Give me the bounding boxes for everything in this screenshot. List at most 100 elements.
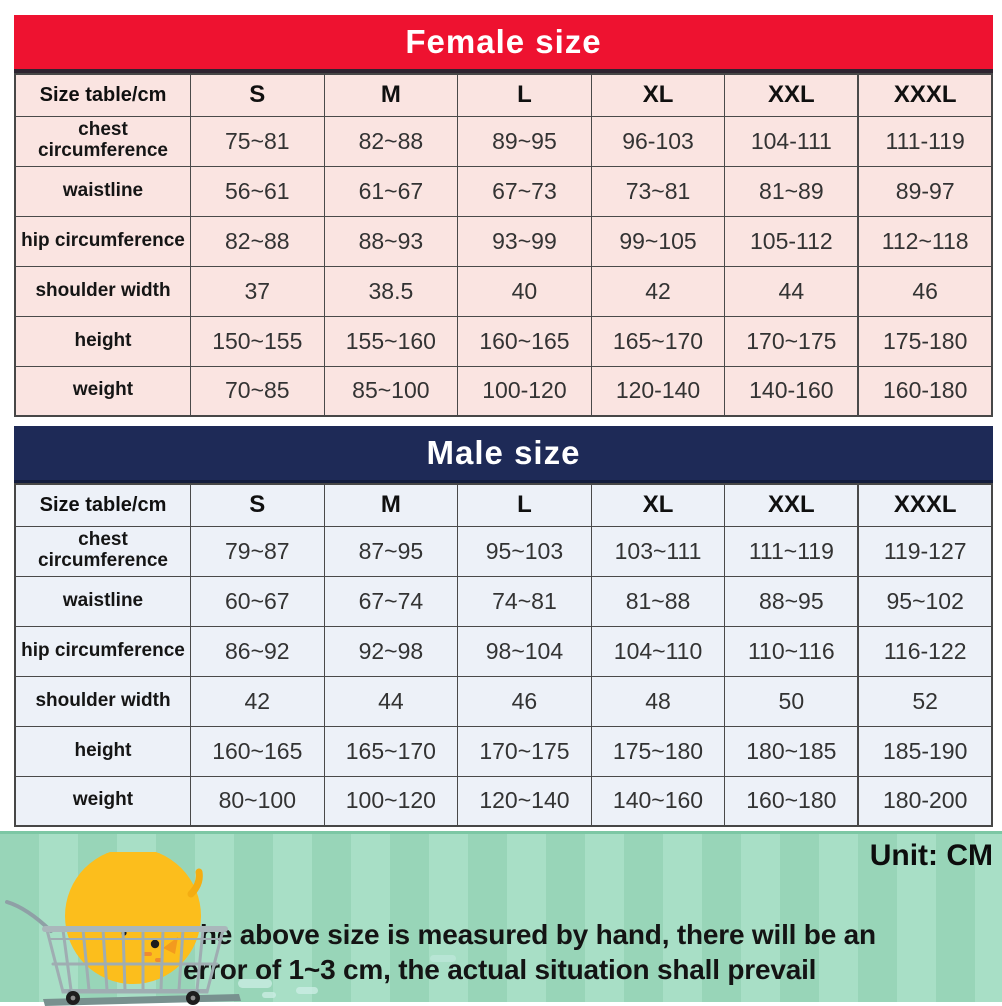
size-value-cell: 60~67 <box>190 575 325 627</box>
water-sparkle <box>262 992 276 998</box>
measurement-row-label: shoulder width <box>14 675 191 727</box>
male-size-title: Male size <box>426 434 581 471</box>
size-value-cell: 82~88 <box>323 115 459 167</box>
measurement-row-label: height <box>14 315 191 367</box>
measurement-row-label: chest circumference <box>14 525 191 577</box>
size-value-cell: 44 <box>323 675 459 727</box>
shopping-cart-with-chick-icon <box>5 852 241 1006</box>
size-value-cell: 74~81 <box>457 575 592 627</box>
size-value-cell: 38.5 <box>323 265 459 317</box>
size-value-cell: 89-97 <box>857 165 993 217</box>
size-value-cell: 160-180 <box>857 365 993 417</box>
size-value-cell: 119-127 <box>857 525 993 577</box>
size-value-cell: 37 <box>190 265 325 317</box>
size-column-header: XXL <box>724 483 859 527</box>
female-size-title: Female size <box>405 23 602 60</box>
measurement-row-label: shoulder width <box>14 265 191 317</box>
size-column-header: L <box>457 483 592 527</box>
size-value-cell: 120~140 <box>457 775 592 827</box>
size-column-header: XXL <box>724 73 859 117</box>
size-value-cell: 180-200 <box>857 775 993 827</box>
measurement-row-label: waistline <box>14 165 191 217</box>
size-value-cell: 48 <box>590 675 726 727</box>
size-column-header: S <box>190 483 325 527</box>
size-value-cell: 95~102 <box>857 575 993 627</box>
size-value-cell: 120-140 <box>590 365 726 417</box>
size-value-cell: 105-112 <box>724 215 859 267</box>
measurement-row-label: chest circumference <box>14 115 191 167</box>
size-value-cell: 103~111 <box>590 525 726 577</box>
size-value-cell: 46 <box>457 675 592 727</box>
measurement-note: The above size is measured by hand, ther… <box>183 917 876 987</box>
water-sparkle <box>430 955 456 962</box>
size-value-cell: 160~165 <box>457 315 592 367</box>
size-value-cell: 89~95 <box>457 115 592 167</box>
size-value-cell: 86~92 <box>190 625 325 677</box>
size-value-cell: 87~95 <box>323 525 459 577</box>
size-value-cell: 88~93 <box>323 215 459 267</box>
size-column-header: M <box>323 483 459 527</box>
size-value-cell: 85~100 <box>323 365 459 417</box>
size-value-cell: 170~175 <box>457 725 592 777</box>
size-value-cell: 175-180 <box>857 315 993 367</box>
size-value-cell: 95~103 <box>457 525 592 577</box>
size-value-cell: 75~81 <box>190 115 325 167</box>
size-value-cell: 111~119 <box>724 525 859 577</box>
size-value-cell: 67~74 <box>323 575 459 627</box>
size-value-cell: 140-160 <box>724 365 859 417</box>
female-size-table: Size table/cm S M L XL XXL XXXL chest circumfer… <box>14 73 993 417</box>
size-value-cell: 180~185 <box>724 725 859 777</box>
size-value-cell: 67~73 <box>457 165 592 217</box>
size-column-header: XL <box>590 483 726 527</box>
measurement-row-label: weight <box>14 365 191 417</box>
size-value-cell: 79~87 <box>190 525 325 577</box>
size-value-cell: 82~88 <box>190 215 325 267</box>
size-value-cell: 52 <box>857 675 993 727</box>
measurement-row-label: weight <box>14 775 191 827</box>
size-column-header: M <box>323 73 459 117</box>
measurement-row-label: height <box>14 725 191 777</box>
measurement-note-line2: error of 1~3 cm, the actual situation sh… <box>183 954 817 985</box>
size-value-cell: 80~100 <box>190 775 325 827</box>
size-value-cell: 116-122 <box>857 625 993 677</box>
size-value-cell: 110~116 <box>724 625 859 677</box>
measurement-row-label: hip circumference <box>14 625 191 677</box>
tables-area: Female size Size table/cm S M L XL XXL XXXL che… <box>14 15 993 827</box>
water-sparkle <box>238 979 272 988</box>
size-value-cell: 42 <box>190 675 325 727</box>
size-value-cell: 165~170 <box>323 725 459 777</box>
size-value-cell: 100-120 <box>457 365 592 417</box>
size-value-cell: 96-103 <box>590 115 726 167</box>
footer-banner: Unit: CM The above size is measured by h… <box>0 831 1002 1006</box>
size-value-cell: 81~88 <box>590 575 726 627</box>
male-size-table: Size table/cm S M L XL XXL XXXL chest circumfer… <box>14 483 993 827</box>
size-column-header: XXXL <box>857 483 993 527</box>
size-value-cell: 99~105 <box>590 215 726 267</box>
size-value-cell: 160~180 <box>724 775 859 827</box>
size-value-cell: 50 <box>724 675 859 727</box>
size-value-cell: 81~89 <box>724 165 859 217</box>
measurement-row-label: waistline <box>14 575 191 627</box>
size-table-corner-header: Size table/cm <box>14 73 191 117</box>
measurement-row-label: hip circumference <box>14 215 191 267</box>
size-table-corner-header: Size table/cm <box>14 483 191 527</box>
size-value-cell: 160~165 <box>190 725 325 777</box>
unit-label: Unit: CM <box>869 839 993 872</box>
water-sparkle <box>296 987 318 994</box>
size-value-cell: 98~104 <box>457 625 592 677</box>
female-size-title-band: Female size <box>14 15 993 73</box>
size-column-header: XXXL <box>857 73 993 117</box>
size-value-cell: 93~99 <box>457 215 592 267</box>
size-value-cell: 155~160 <box>323 315 459 367</box>
size-value-cell: 42 <box>590 265 726 317</box>
size-value-cell: 104-111 <box>724 115 859 167</box>
size-value-cell: 185-190 <box>857 725 993 777</box>
size-column-header: XL <box>590 73 726 117</box>
measurement-note-line1: The above size is measured by hand, ther… <box>183 919 876 950</box>
size-value-cell: 140~160 <box>590 775 726 827</box>
size-value-cell: 88~95 <box>724 575 859 627</box>
size-value-cell: 150~155 <box>190 315 325 367</box>
size-value-cell: 44 <box>724 265 859 317</box>
size-value-cell: 61~67 <box>323 165 459 217</box>
